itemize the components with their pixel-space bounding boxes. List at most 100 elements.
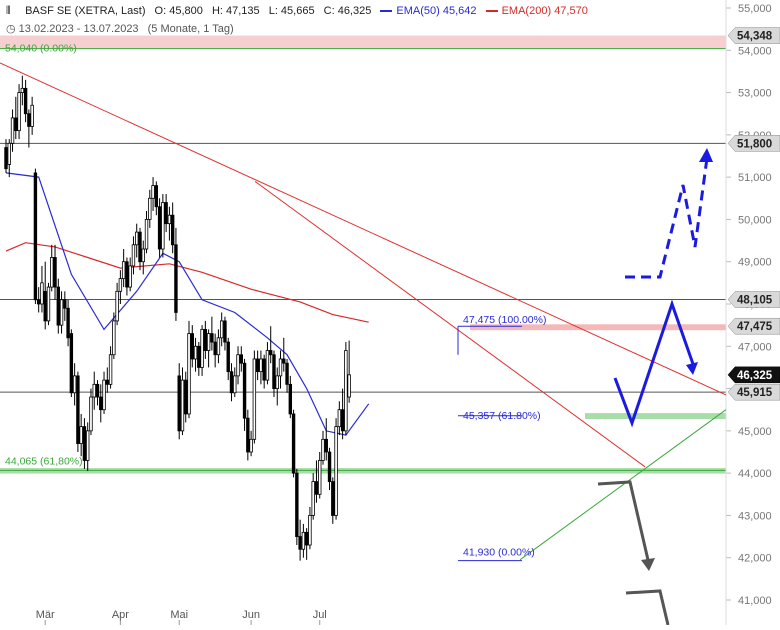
candle-body [282, 358, 286, 364]
candle [151, 177, 155, 211]
candle [56, 278, 60, 334]
candle [115, 282, 119, 326]
candle [135, 223, 139, 258]
badge-label: 45,915 [737, 387, 773, 399]
candle-body [298, 536, 302, 550]
x-tick-label: Jun [242, 609, 260, 621]
candle [314, 460, 319, 503]
candle [334, 418, 338, 520]
candle-body [161, 202, 165, 250]
x-tick-label: Mai [170, 609, 188, 621]
uptrend-line [519, 409, 727, 561]
candle [72, 363, 77, 406]
candle [203, 320, 208, 359]
candle-body [95, 383, 100, 398]
candle [321, 430, 325, 465]
badge-shape [727, 291, 780, 308]
fib-labels: 54,040 (0.00%) 44,065 (61,80%) 47,475 (100… [5, 43, 546, 559]
candle [82, 418, 87, 469]
symbol-title: BASF SE (XETRA, Last) [25, 5, 146, 17]
downtrend-line [0, 62, 727, 396]
candle-body [50, 257, 54, 288]
candle [69, 329, 74, 398]
fib-label: 41,930 (0.00%) [463, 547, 535, 559]
candle [99, 384, 103, 423]
candle-body [154, 185, 159, 208]
candle [318, 452, 322, 499]
badge-shape [727, 366, 780, 384]
candle-body [174, 244, 178, 313]
candle-body [331, 481, 335, 516]
badge-shape [727, 317, 780, 335]
open-value: O: 45,800 [154, 5, 203, 17]
candle [226, 337, 230, 381]
candle [233, 367, 237, 398]
candles [4, 75, 351, 561]
candle-body [105, 379, 110, 385]
candle-body [288, 383, 293, 415]
fib-label: 47,475 (100.00%) [463, 314, 546, 326]
candle-body [344, 350, 348, 432]
candle [27, 109, 31, 148]
candle [102, 371, 106, 414]
candle [249, 430, 253, 457]
candle-body [275, 375, 279, 389]
bars-icon: ⫴ [6, 5, 11, 17]
candle-body [86, 430, 90, 461]
badge-shape [727, 135, 780, 152]
trendlines [0, 62, 727, 562]
candle-body [334, 426, 338, 516]
candle [138, 227, 142, 271]
candle-body [184, 379, 188, 415]
candle [23, 79, 28, 123]
candle [128, 257, 132, 292]
candle-body [249, 438, 253, 453]
candle-body [311, 481, 315, 516]
candle-body [318, 460, 322, 495]
candle [121, 249, 126, 288]
candle-body [144, 219, 149, 250]
candle [298, 519, 302, 561]
candle-body [112, 320, 116, 356]
candle-body [223, 320, 227, 343]
y-tick-label: 45,000 [738, 426, 772, 438]
candle-body [347, 374, 351, 398]
scenario-down-arrow [597, 480, 650, 561]
candle-body [203, 328, 208, 351]
scenario-down-arrow-2 [625, 589, 670, 626]
candle [161, 194, 165, 258]
candle-body [259, 358, 263, 373]
fib-label: 45,357 (61.80%) [463, 410, 541, 422]
price-badge: 51,800 [727, 135, 780, 152]
y-tick-label: 47,000 [738, 341, 772, 353]
candle [216, 329, 221, 364]
candle-body [167, 214, 172, 225]
candle-body [291, 413, 296, 474]
candle [76, 371, 80, 452]
candle-body [89, 396, 93, 432]
y-tick-label: 44,000 [738, 468, 772, 480]
candle [40, 265, 44, 313]
fib-label: 54,040 (0.00%) [5, 43, 77, 55]
ema200-line [5, 242, 369, 323]
candle [246, 409, 250, 461]
candle [193, 337, 198, 372]
candle-body [193, 345, 198, 360]
candle [141, 240, 145, 275]
candle-body [340, 409, 345, 432]
candle [46, 282, 51, 326]
ema-lines [5, 172, 370, 436]
candle-body [197, 345, 201, 368]
price-badge: 45,915 [727, 383, 780, 401]
candle [20, 75, 25, 106]
candle [295, 468, 299, 546]
candle [157, 198, 162, 258]
candle-body [301, 531, 306, 550]
arrow-head-gray [641, 558, 655, 571]
chart-header: ⫴ BASF SE (XETRA, Last) O: 45,800 H: 47,… [6, 5, 594, 18]
candle-body [187, 333, 191, 415]
candle [259, 350, 263, 385]
candle [324, 418, 328, 461]
